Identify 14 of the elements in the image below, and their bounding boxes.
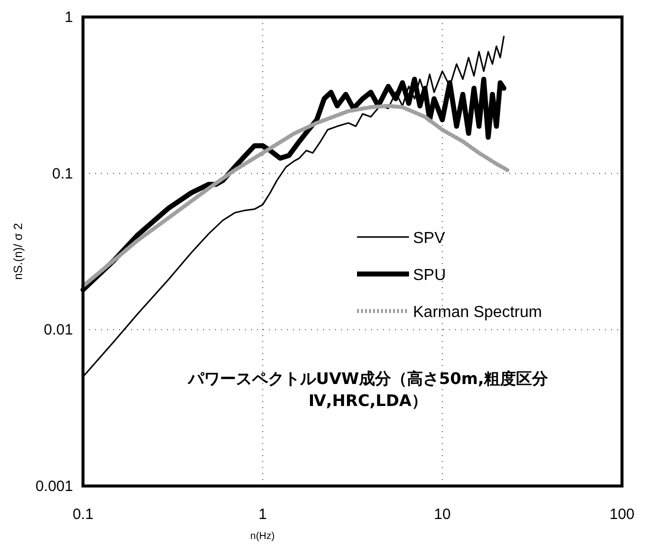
- y-axis-title: nS.(n)/ σ 2: [11, 222, 25, 280]
- x-tick-label: 1: [258, 506, 267, 523]
- y-tick-label: 0.001: [35, 478, 73, 495]
- annotation: パワースペクトルUVW成分（高さ50m,粗度区分Ⅳ,HRC,LDA）: [186, 368, 550, 412]
- legend-label: SPU: [413, 267, 446, 284]
- x-tick-label: 10: [434, 506, 451, 523]
- x-axis-title: n(Hz): [250, 531, 275, 542]
- x-tick-label: 100: [609, 506, 635, 523]
- legend-label: Karman Spectrum: [413, 304, 542, 321]
- x-tick-label: 0.1: [72, 506, 94, 523]
- y-tick-label: 0.01: [44, 322, 73, 339]
- legend-label: SPV: [413, 230, 446, 247]
- y-tick-label: 0.1: [52, 165, 73, 182]
- y-tick-label: 1: [64, 9, 73, 26]
